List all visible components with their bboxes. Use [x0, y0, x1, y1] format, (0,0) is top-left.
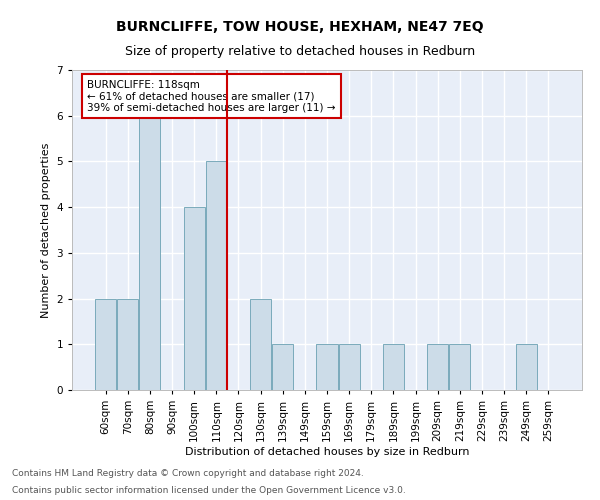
- Bar: [316, 344, 338, 390]
- Text: Size of property relative to detached houses in Redburn: Size of property relative to detached ho…: [125, 45, 475, 58]
- Bar: [250, 298, 271, 390]
- Bar: [383, 344, 404, 390]
- Bar: [427, 344, 448, 390]
- Text: BURNCLIFFE: 118sqm
← 61% of detached houses are smaller (17)
39% of semi-detache: BURNCLIFFE: 118sqm ← 61% of detached hou…: [88, 80, 336, 113]
- Bar: [184, 207, 205, 390]
- Bar: [95, 298, 116, 390]
- Bar: [515, 344, 536, 390]
- Text: Contains HM Land Registry data © Crown copyright and database right 2024.: Contains HM Land Registry data © Crown c…: [12, 468, 364, 477]
- Text: Contains public sector information licensed under the Open Government Licence v3: Contains public sector information licen…: [12, 486, 406, 495]
- Bar: [139, 116, 160, 390]
- Text: BURNCLIFFE, TOW HOUSE, HEXHAM, NE47 7EQ: BURNCLIFFE, TOW HOUSE, HEXHAM, NE47 7EQ: [116, 20, 484, 34]
- X-axis label: Distribution of detached houses by size in Redburn: Distribution of detached houses by size …: [185, 446, 469, 456]
- Y-axis label: Number of detached properties: Number of detached properties: [41, 142, 51, 318]
- Bar: [272, 344, 293, 390]
- Bar: [118, 298, 139, 390]
- Bar: [449, 344, 470, 390]
- Bar: [206, 162, 227, 390]
- Bar: [338, 344, 359, 390]
